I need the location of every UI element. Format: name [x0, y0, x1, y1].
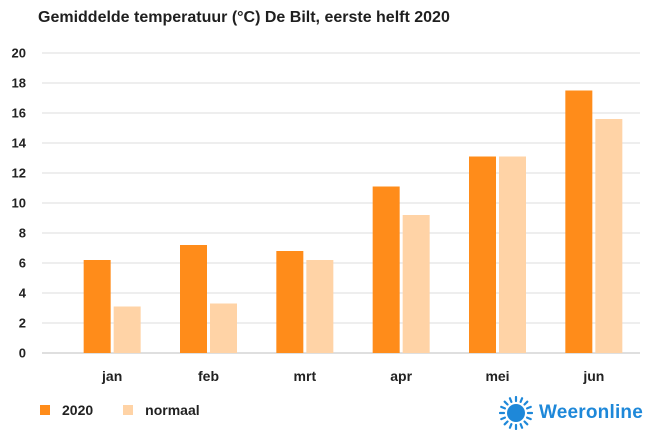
x-category-label: jan [101, 368, 122, 384]
y-tick-label: 10 [12, 196, 26, 211]
sun-ray [500, 405, 506, 410]
y-tick-label: 12 [12, 166, 26, 181]
brand-logo: Weeronline [498, 396, 643, 430]
bar-2020-jun [565, 90, 593, 353]
bars [83, 90, 623, 353]
y-tick-label: 4 [19, 286, 27, 301]
sun-ray [508, 422, 513, 429]
sun-ray [525, 416, 532, 421]
bar-normaal-jun [595, 119, 623, 353]
chart-title: Gemiddelde temperatuur (°C) De Bilt, eer… [38, 9, 450, 26]
y-tick-label: 8 [19, 226, 26, 241]
bar-normaal-mrt [306, 260, 334, 353]
y-tick-label: 2 [19, 316, 26, 331]
legend-item-normaal: normaal [123, 402, 200, 418]
sun-ray [503, 400, 509, 406]
sun-icon [498, 396, 533, 430]
y-tick-label: 0 [19, 346, 26, 361]
legend-label-2020: 2020 [62, 402, 94, 418]
sun-ray [519, 422, 524, 429]
x-category-label: feb [198, 368, 219, 384]
legend-item-2020: 2020 [40, 402, 93, 418]
sun-ray [523, 400, 529, 406]
bar-2020-mrt [276, 251, 304, 353]
y-tick-label: 16 [12, 106, 26, 121]
x-category-label: mrt [294, 368, 317, 384]
bar-normaal-mei [499, 156, 526, 353]
sun-ray [519, 397, 524, 404]
legend-label-normaal: normaal [145, 402, 200, 418]
y-tick-label: 20 [12, 46, 26, 61]
sun-ray [508, 397, 513, 404]
x-category-label: mei [485, 368, 509, 384]
y-tick-label: 18 [12, 76, 26, 91]
bar-2020-mei [469, 156, 496, 353]
gridlines [42, 52, 640, 354]
legend-swatch-2020 [40, 405, 50, 415]
y-tick-label: 6 [19, 256, 26, 271]
sun-ray [523, 420, 529, 426]
x-axis-categories: jan feb mrt apr mei jun [101, 368, 604, 384]
y-axis-ticks: 0 2 4 6 8 10 12 14 16 18 20 [12, 46, 27, 361]
bar-normaal-jan [113, 306, 141, 353]
x-category-label: jun [582, 368, 604, 384]
x-category-label: apr [390, 368, 412, 384]
sun-ray [500, 416, 506, 421]
sun-ray [525, 405, 532, 410]
legend-swatch-normaal [123, 405, 134, 415]
bar-2020-jan [83, 260, 111, 353]
legend: 2020 normaal [40, 402, 230, 418]
sun-ray [503, 420, 509, 426]
bar-normaal-feb [210, 303, 237, 353]
bar-2020-feb [180, 245, 207, 353]
y-tick-label: 14 [12, 136, 27, 151]
bar-2020-apr [372, 186, 400, 353]
brand-name: Weeronline [538, 402, 643, 423]
bar-normaal-apr [402, 215, 430, 353]
